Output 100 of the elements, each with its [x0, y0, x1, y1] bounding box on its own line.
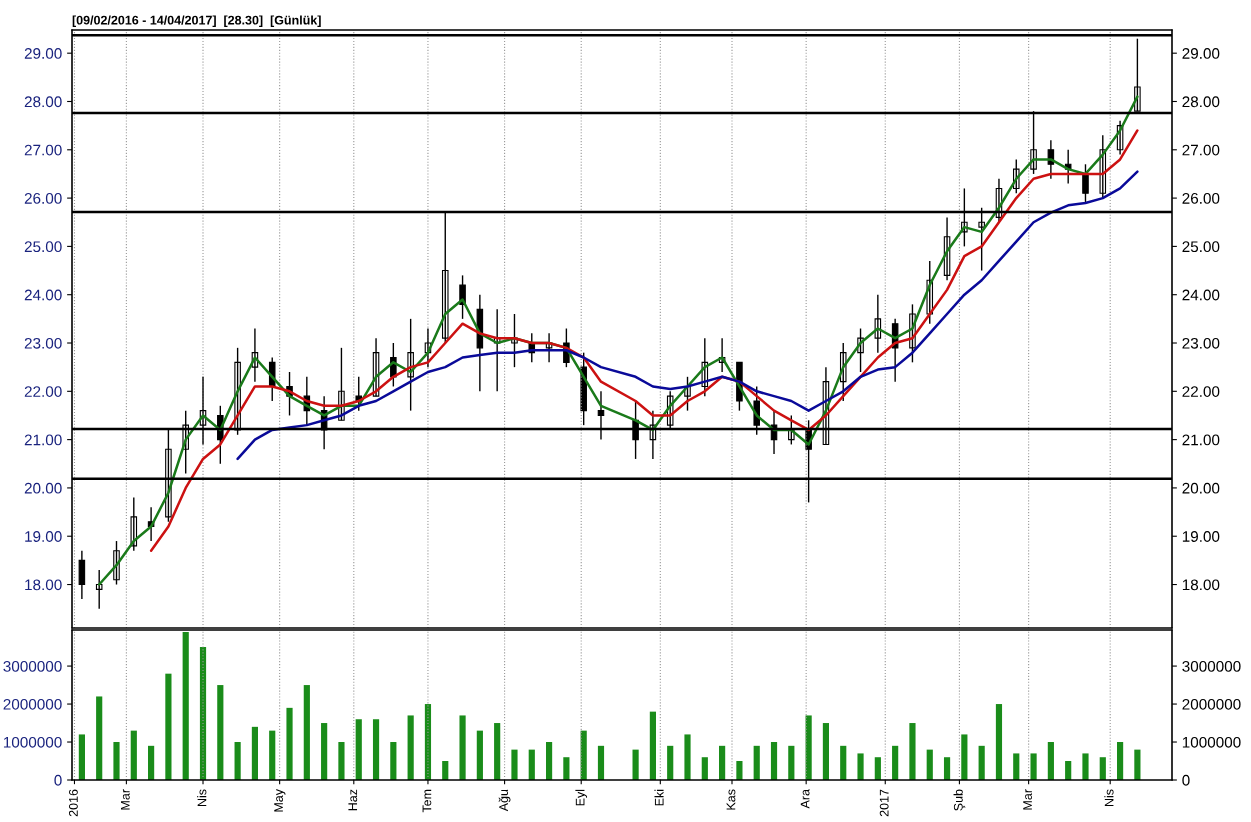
y2-tick-label: 19.00 [1182, 531, 1220, 542]
bar [736, 761, 743, 780]
bar [857, 753, 864, 780]
y-tick-label: 23.00 [24, 337, 62, 349]
x-tick-label: Mar [1023, 789, 1032, 810]
x-tick-label: Ara [800, 789, 810, 809]
y2-tick-label: 28.00 [1182, 96, 1220, 108]
bar [165, 673, 172, 780]
x-tick-label: Eki [654, 789, 664, 806]
line-series [149, 129, 1139, 552]
y-tick-label: 18.00 [25, 579, 62, 591]
bar [217, 685, 224, 780]
chart-title: [09/02/2016 - 14/04/2017] [28.30] [Günlük] [72, 15, 321, 28]
bar [113, 742, 120, 780]
y2-tick-label: 25.00 [1182, 241, 1220, 253]
bar [719, 745, 726, 780]
bar [372, 719, 380, 780]
bar [407, 715, 414, 780]
y-tick-label: 24.00 [24, 289, 62, 301]
y-tick-label: 2000000 [3, 698, 62, 710]
bar [840, 745, 847, 780]
bar [649, 711, 656, 780]
y-tick-label: 22.00 [24, 386, 62, 397]
x-tick-label: 2017 [879, 789, 889, 817]
bar [1134, 749, 1141, 780]
bar [545, 742, 553, 780]
x-tick-label: Tem [422, 789, 432, 813]
bar [1065, 761, 1072, 780]
x-tick-label: May [274, 789, 286, 812]
x-tick-label: Nis [1104, 789, 1114, 807]
y2-tick-label: 23.00 [1182, 337, 1220, 349]
y2-tick-label: 29.00 [1182, 48, 1220, 59]
x-tick-label: Mar [121, 789, 130, 810]
bar [251, 726, 259, 780]
bar [528, 749, 535, 780]
y2-tick-label: 18.00 [1182, 579, 1220, 591]
bar [632, 749, 639, 780]
bar [1117, 742, 1124, 780]
bar [476, 730, 483, 780]
bar [130, 730, 137, 780]
bar [1013, 753, 1020, 780]
bar [874, 757, 881, 780]
bar [892, 745, 899, 780]
bar [234, 742, 241, 780]
y-tick-label: 19.00 [25, 531, 62, 542]
bar [269, 730, 276, 780]
y-tick-label: 0 [54, 774, 62, 786]
y-tick-label: 1000000 [3, 736, 62, 748]
bar [1047, 742, 1054, 780]
y2-tick-label: 27.00 [1182, 144, 1220, 156]
bar [597, 745, 605, 780]
y-tick-label: 29.00 [24, 48, 62, 59]
bar [442, 761, 449, 780]
bar [909, 723, 916, 780]
bar [321, 723, 328, 780]
bar [805, 715, 812, 780]
bar [286, 707, 293, 780]
bar [788, 745, 795, 780]
y-tick-label: 20.00 [24, 482, 62, 494]
y-tick-label: 27.00 [24, 144, 62, 156]
bar [563, 757, 570, 780]
y-tick-label: 28.00 [24, 96, 62, 108]
bar [182, 631, 189, 780]
bar [511, 749, 518, 780]
y2-tick-label: 21.00 [1182, 434, 1220, 446]
y2-tick-label: 2000000 [1182, 698, 1241, 710]
bar [701, 757, 708, 780]
bar [148, 745, 155, 780]
x-tick-label: Nis [197, 789, 207, 807]
bar [995, 704, 1003, 780]
bar [338, 742, 345, 780]
y2-tick-label: 0 [1182, 774, 1190, 786]
bar [1030, 753, 1037, 780]
bar [684, 734, 691, 780]
bar [78, 734, 85, 780]
bar [943, 757, 951, 780]
bar [303, 685, 310, 780]
bar [667, 745, 674, 780]
y2-tick-label: 22.00 [1182, 386, 1220, 397]
bar [494, 723, 501, 780]
y2-tick-label: 20.00 [1182, 482, 1220, 494]
bar [978, 745, 985, 780]
y2-tick-label: 3000000 [1182, 660, 1241, 672]
bar [1099, 757, 1106, 780]
x-tick-label: Kas [726, 789, 736, 810]
x-tick-label: Haz [348, 789, 358, 811]
bar [355, 719, 362, 780]
bar [961, 734, 968, 780]
line-series [236, 170, 1139, 461]
x-tick-label: Ağu [498, 789, 511, 812]
x-tick-label: Şub [953, 789, 966, 811]
bar [753, 745, 760, 780]
bar [459, 715, 466, 780]
bar [390, 742, 397, 780]
y-tick-label: 3000000 [3, 660, 62, 672]
bar [926, 749, 933, 780]
bar [1082, 753, 1089, 780]
bar [822, 723, 830, 780]
x-tick-label: 2016 [68, 789, 78, 817]
y-tick-label: 26.00 [24, 192, 62, 204]
